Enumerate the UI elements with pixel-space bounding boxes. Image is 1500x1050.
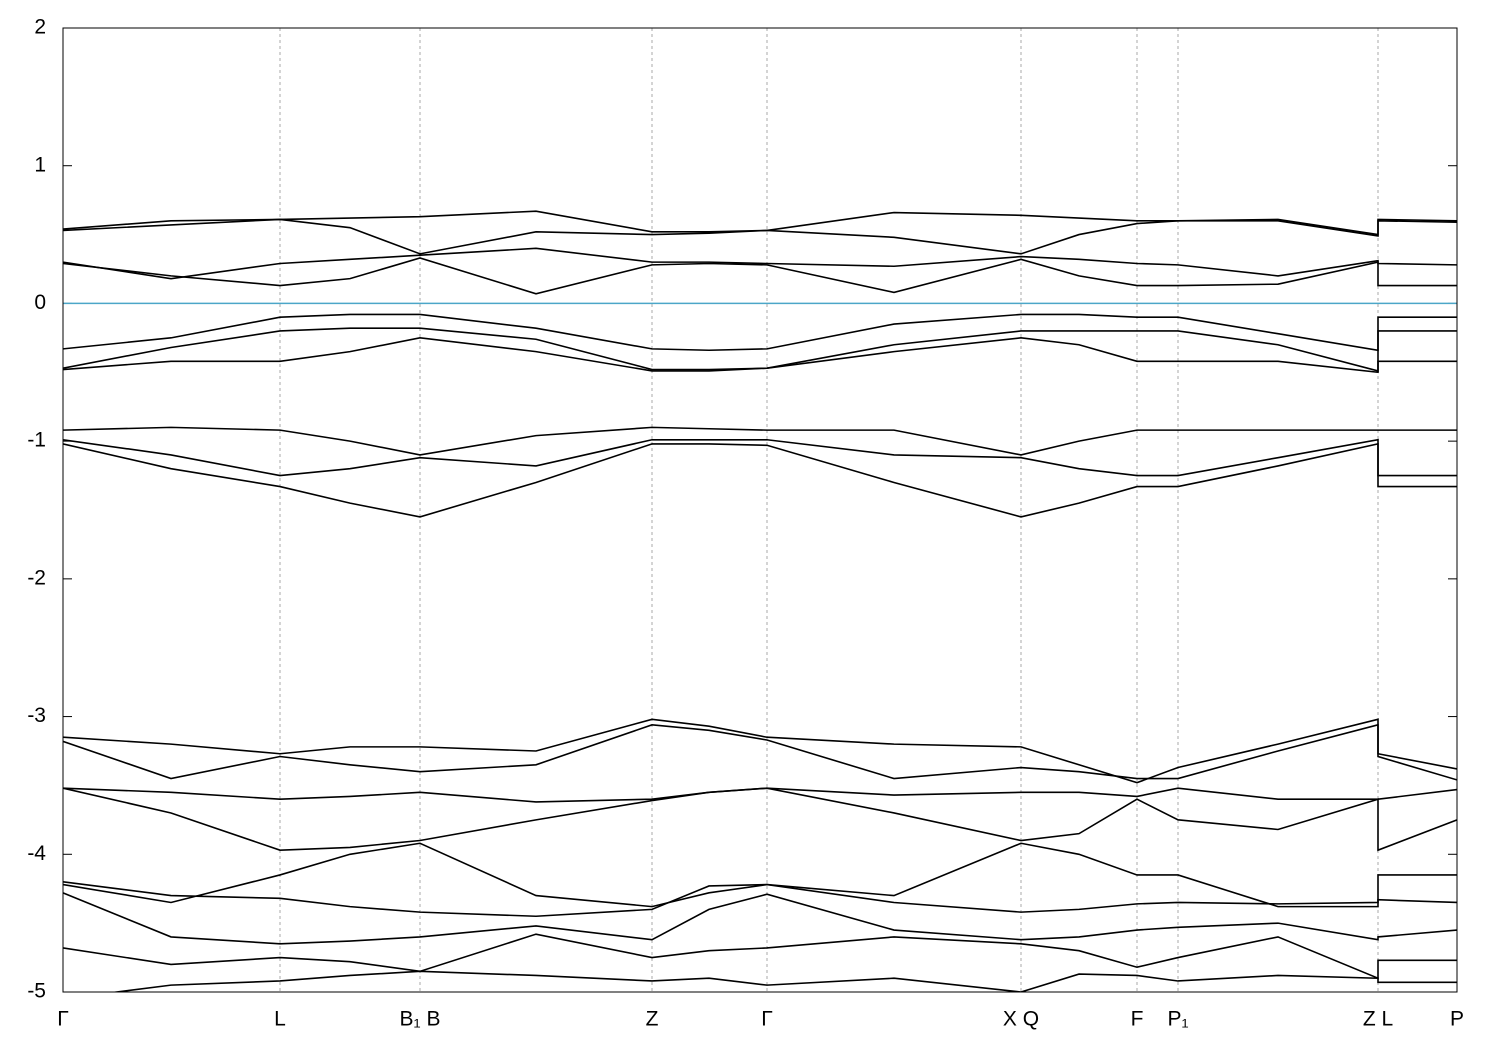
- band-line: [63, 842, 1457, 908]
- band-line: [63, 787, 1457, 803]
- x-tick-label: P: [1450, 1008, 1464, 1031]
- band-line: [63, 718, 1457, 784]
- band-line: [63, 337, 1457, 374]
- x-tick-label: X Q: [1003, 1008, 1039, 1031]
- y-tick-label: 2: [34, 16, 46, 39]
- band-line: [63, 247, 1457, 280]
- x-tick-label: P₁: [1167, 1008, 1188, 1031]
- plot-area: [63, 210, 1457, 992]
- x-tick-label: Z: [646, 1008, 659, 1031]
- band-line: [63, 933, 1457, 980]
- y-tick-label: -1: [27, 429, 46, 452]
- y-tick-label: -2: [27, 566, 46, 589]
- band-line: [63, 723, 1457, 781]
- x-tick-label: F: [1131, 1008, 1144, 1031]
- band-line: [63, 257, 1457, 295]
- y-tick-label: 0: [34, 291, 46, 314]
- y-tick-label: 1: [34, 153, 46, 176]
- band-line: [110, 970, 1457, 992]
- plot-frame: [62, 27, 1458, 993]
- band-line: [63, 426, 1457, 456]
- x-tick-label: Γ: [761, 1008, 773, 1031]
- x-tick-label: Γ: [57, 1008, 69, 1031]
- band-line: [63, 892, 1457, 945]
- band-line: [63, 327, 1457, 372]
- x-tick-label: B₁ B: [400, 1008, 441, 1031]
- band-line: [63, 438, 1457, 477]
- y-tick-label: -5: [27, 980, 46, 1003]
- band-line: [63, 881, 1457, 918]
- band-line: [63, 313, 1457, 352]
- x-tick-label: Z L: [1363, 1008, 1393, 1031]
- band-line: [63, 442, 1457, 518]
- y-tick-label: -4: [27, 842, 46, 865]
- band-line: [63, 210, 1457, 236]
- y-tick-label: -3: [27, 704, 46, 727]
- band-line: [63, 218, 1457, 255]
- x-tick-label: L: [274, 1008, 286, 1031]
- band-line: [63, 787, 1457, 852]
